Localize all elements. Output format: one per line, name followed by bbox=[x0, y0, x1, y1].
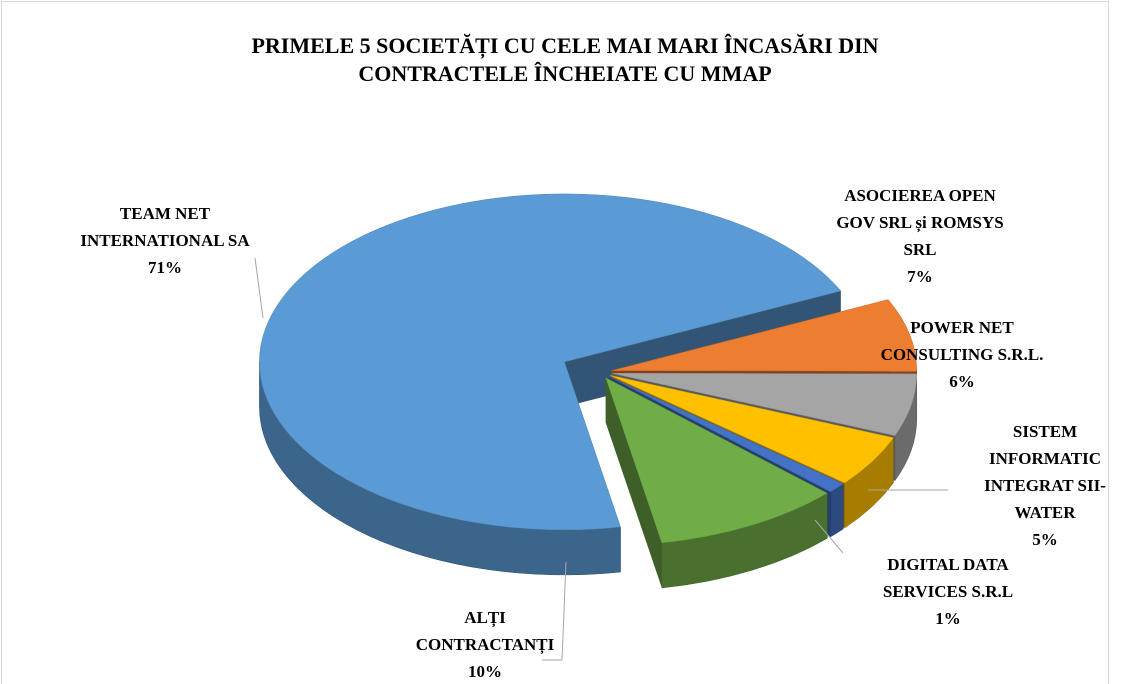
data-label-value: 1% bbox=[935, 609, 961, 628]
slice-wall bbox=[605, 377, 662, 588]
text-line: SERVICES S.R.L bbox=[883, 582, 1013, 601]
data-label-value: 6% bbox=[949, 372, 975, 391]
slice bbox=[605, 377, 828, 544]
data-label-value: 5% bbox=[1032, 530, 1058, 549]
data-label-value: 71% bbox=[148, 258, 182, 277]
leader-line bbox=[254, 257, 264, 319]
text-line: INFORMATIC bbox=[989, 449, 1101, 468]
text-line: SRL bbox=[903, 240, 936, 259]
slice-side bbox=[830, 483, 844, 538]
text-line: SISTEM bbox=[1013, 422, 1077, 441]
leader-line bbox=[542, 561, 567, 661]
slice bbox=[611, 373, 918, 436]
slice bbox=[608, 376, 844, 493]
text-line: DIGITAL DATA bbox=[887, 555, 1009, 574]
text-line: INTERNATIONAL SA bbox=[80, 231, 250, 250]
text-line: ALȚI bbox=[464, 608, 506, 628]
slice bbox=[611, 299, 917, 372]
data-label-name: POWER NET CONSULTING S.R.L. bbox=[881, 318, 1044, 364]
text-line: CONSULTING S.R.L. bbox=[881, 345, 1044, 364]
data-label-name: ASOCIEREA OPEN GOV SRL și ROMSYS SRL bbox=[836, 186, 1003, 259]
text-line: TEAM NET bbox=[120, 204, 211, 223]
text-line: ASOCIEREA OPEN bbox=[844, 186, 996, 205]
data-label-name: SISTEM INFORMATIC INTEGRAT SII- WATER bbox=[984, 422, 1106, 522]
data-label-name: TEAM NET INTERNATIONAL SA bbox=[80, 204, 250, 250]
chart-title: PRIMELE 5 SOCIETĂȚI CU CELE MAI MARI ÎNC… bbox=[251, 33, 878, 86]
slice bbox=[259, 193, 842, 531]
text-line: CONTRACTELE ÎNCHEIATE CU MMAP bbox=[358, 61, 771, 86]
data-label-value: 7% bbox=[907, 267, 933, 286]
data-label-value: 10% bbox=[468, 662, 502, 681]
pie-layer bbox=[259, 193, 918, 544]
text-line: GOV SRL și ROMSYS bbox=[836, 213, 1003, 233]
text-line: INTEGRAT SII- bbox=[984, 476, 1106, 495]
text-line: POWER NET bbox=[910, 318, 1014, 337]
slice bbox=[610, 375, 894, 484]
pie-layer bbox=[259, 361, 918, 589]
text-line: CONTRACTANȚI bbox=[416, 635, 555, 655]
data-label-name: DIGITAL DATA SERVICES S.R.L bbox=[883, 555, 1013, 601]
text-line: WATER bbox=[1014, 503, 1076, 522]
chart-frame bbox=[1, 1, 1109, 684]
leader-line bbox=[814, 519, 844, 554]
text-line: PRIMELE 5 SOCIETĂȚI CU CELE MAI MARI ÎNC… bbox=[251, 33, 878, 59]
data-label-name: ALȚI CONTRACTANȚI bbox=[416, 608, 555, 655]
